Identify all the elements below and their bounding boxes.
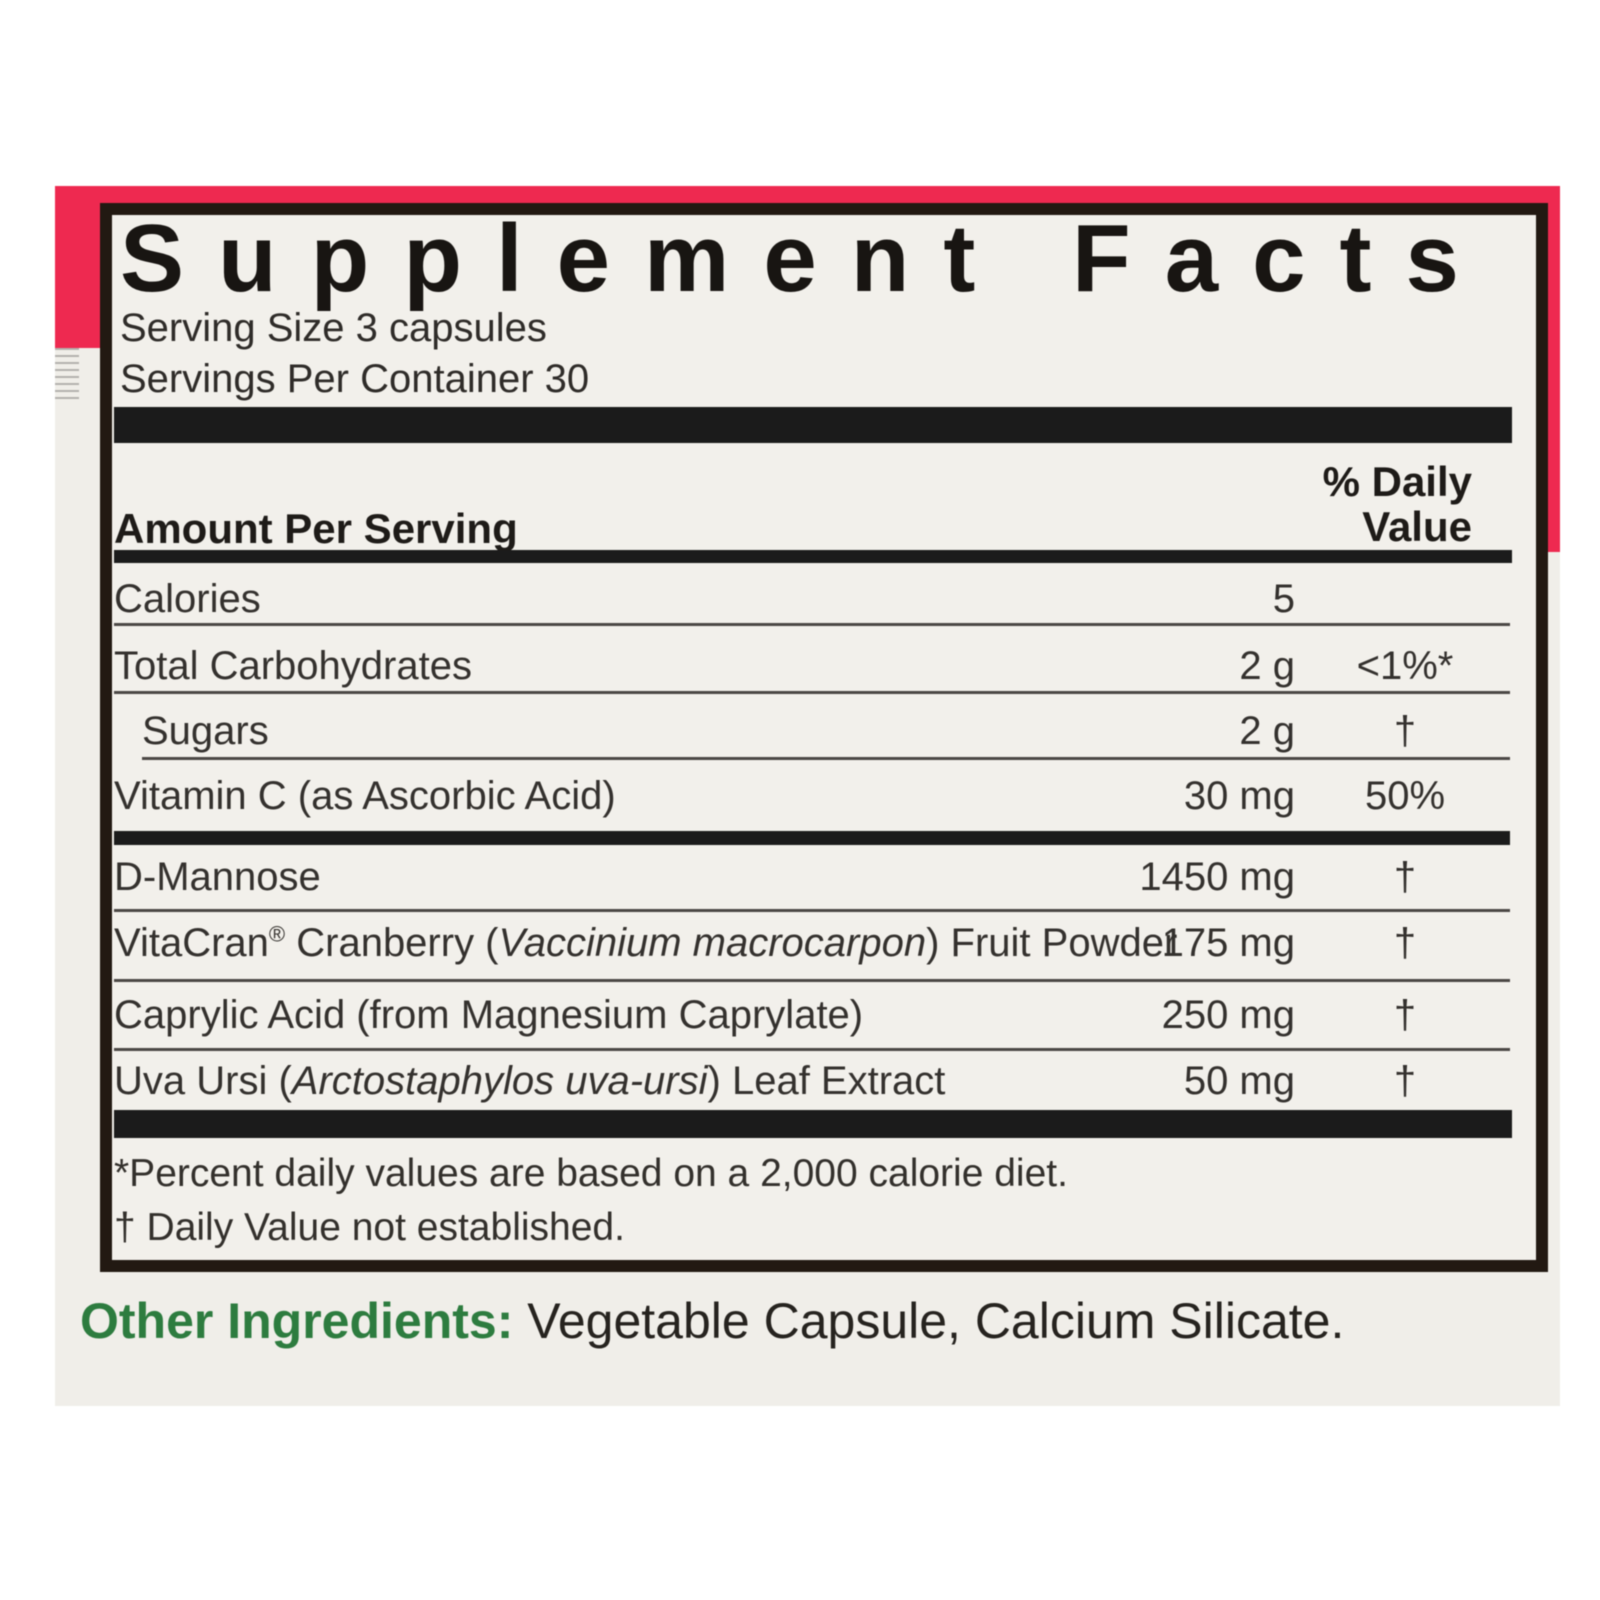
nutrient-row: Vitamin C (as Ascorbic Acid) 30 mg 50% [114, 774, 1510, 820]
daily-value-column-header: % Daily Value [1322, 458, 1472, 550]
row-divider [114, 691, 1510, 694]
row-divider [114, 831, 1510, 845]
nutrient-amount: 250 mg [1161, 993, 1295, 1037]
nutrient-amount: 2 g [1239, 709, 1295, 753]
nutrient-row: Caprylic Acid (from Magnesium Caprylate)… [114, 993, 1510, 1039]
nutrient-name: Vitamin C (as Ascorbic Acid) [114, 774, 616, 818]
row-divider [142, 757, 1510, 760]
nutrient-daily-value: † [1393, 1059, 1417, 1103]
nutrient-row: Sugars 2 g † [114, 709, 1510, 755]
amount-column-header: Amount Per Serving [114, 505, 518, 552]
nutrient-amount: 50 mg [1183, 1059, 1295, 1103]
nutrient-amount: 30 mg [1183, 774, 1295, 818]
nutrient-amount: 2 g [1239, 644, 1295, 688]
header-rule [114, 550, 1512, 563]
nutrient-name: Calories [114, 577, 261, 621]
servings-per-container: Servings Per Container 30 [120, 357, 590, 401]
nutrient-amount: 1450 mg [1139, 855, 1295, 899]
nutrient-daily-value: † [1393, 993, 1417, 1037]
row-divider [114, 1048, 1510, 1051]
serving-size: Serving Size 3 capsules [120, 306, 547, 350]
nutrient-daily-value: 50% [1364, 774, 1446, 818]
nutrient-name: Uva Ursi (Arctostaphylos uva-ursi) Leaf … [114, 1059, 946, 1103]
nutrient-amount: 5 [1272, 577, 1295, 621]
divider-bar-bottom [114, 1110, 1512, 1138]
divider-bar-top [114, 407, 1512, 443]
nutrient-daily-value: <1%* [1356, 644, 1454, 688]
row-divider [114, 979, 1510, 982]
nutrient-rows: Calories 5 Total Carbohydrates 2 g <1%* Sugar… [114, 567, 1510, 1112]
nutrient-daily-value: † [1393, 921, 1417, 965]
nutrient-row: Uva Ursi (Arctostaphylos uva-ursi) Leaf … [114, 1059, 1510, 1105]
panel-title: Supplement Facts [120, 205, 1493, 312]
nutrient-name: Total Carbohydrates [114, 644, 472, 688]
nutrient-name: D-Mannose [114, 855, 321, 899]
nutrient-daily-value: † [1393, 709, 1417, 753]
nutrient-row: VitaCran® Cranberry (Vaccinium macrocarp… [114, 921, 1510, 967]
package-edge-top [55, 186, 1560, 205]
row-divider [114, 623, 1510, 626]
nutrient-daily-value: † [1393, 855, 1417, 899]
package-edge-texture [55, 348, 79, 404]
other-ingredients-line: Other Ingredients: Vegetable Capsule, Ca… [80, 1292, 1344, 1350]
row-divider [114, 909, 1510, 912]
supplement-facts-panel: Supplement Facts Serving Size 3 capsules… [100, 203, 1548, 1272]
footnote-dagger: † Daily Value not established. [114, 1206, 625, 1249]
label-photo: Supplement Facts Serving Size 3 capsules… [55, 186, 1560, 1406]
footnote-percent: *Percent daily values are based on a 2,0… [114, 1152, 1068, 1195]
nutrient-name: Sugars [142, 709, 269, 753]
serving-info: Serving Size 3 capsules Servings Per Con… [120, 303, 589, 405]
other-ingredients-text: Vegetable Capsule, Calcium Silicate. [513, 1293, 1345, 1349]
nutrient-amount: 175 mg [1161, 921, 1295, 965]
nutrient-row: D-Mannose 1450 mg † [114, 855, 1510, 901]
nutrient-row: Total Carbohydrates 2 g <1%* [114, 644, 1510, 690]
nutrient-name: VitaCran® Cranberry (Vaccinium macrocarp… [114, 921, 1178, 965]
nutrient-name: Caprylic Acid (from Magnesium Caprylate) [114, 993, 864, 1037]
footnotes: *Percent daily values are based on a 2,0… [114, 1147, 1068, 1255]
nutrient-row: Calories 5 [114, 577, 1510, 623]
other-ingredients-label: Other Ingredients: [80, 1293, 514, 1349]
